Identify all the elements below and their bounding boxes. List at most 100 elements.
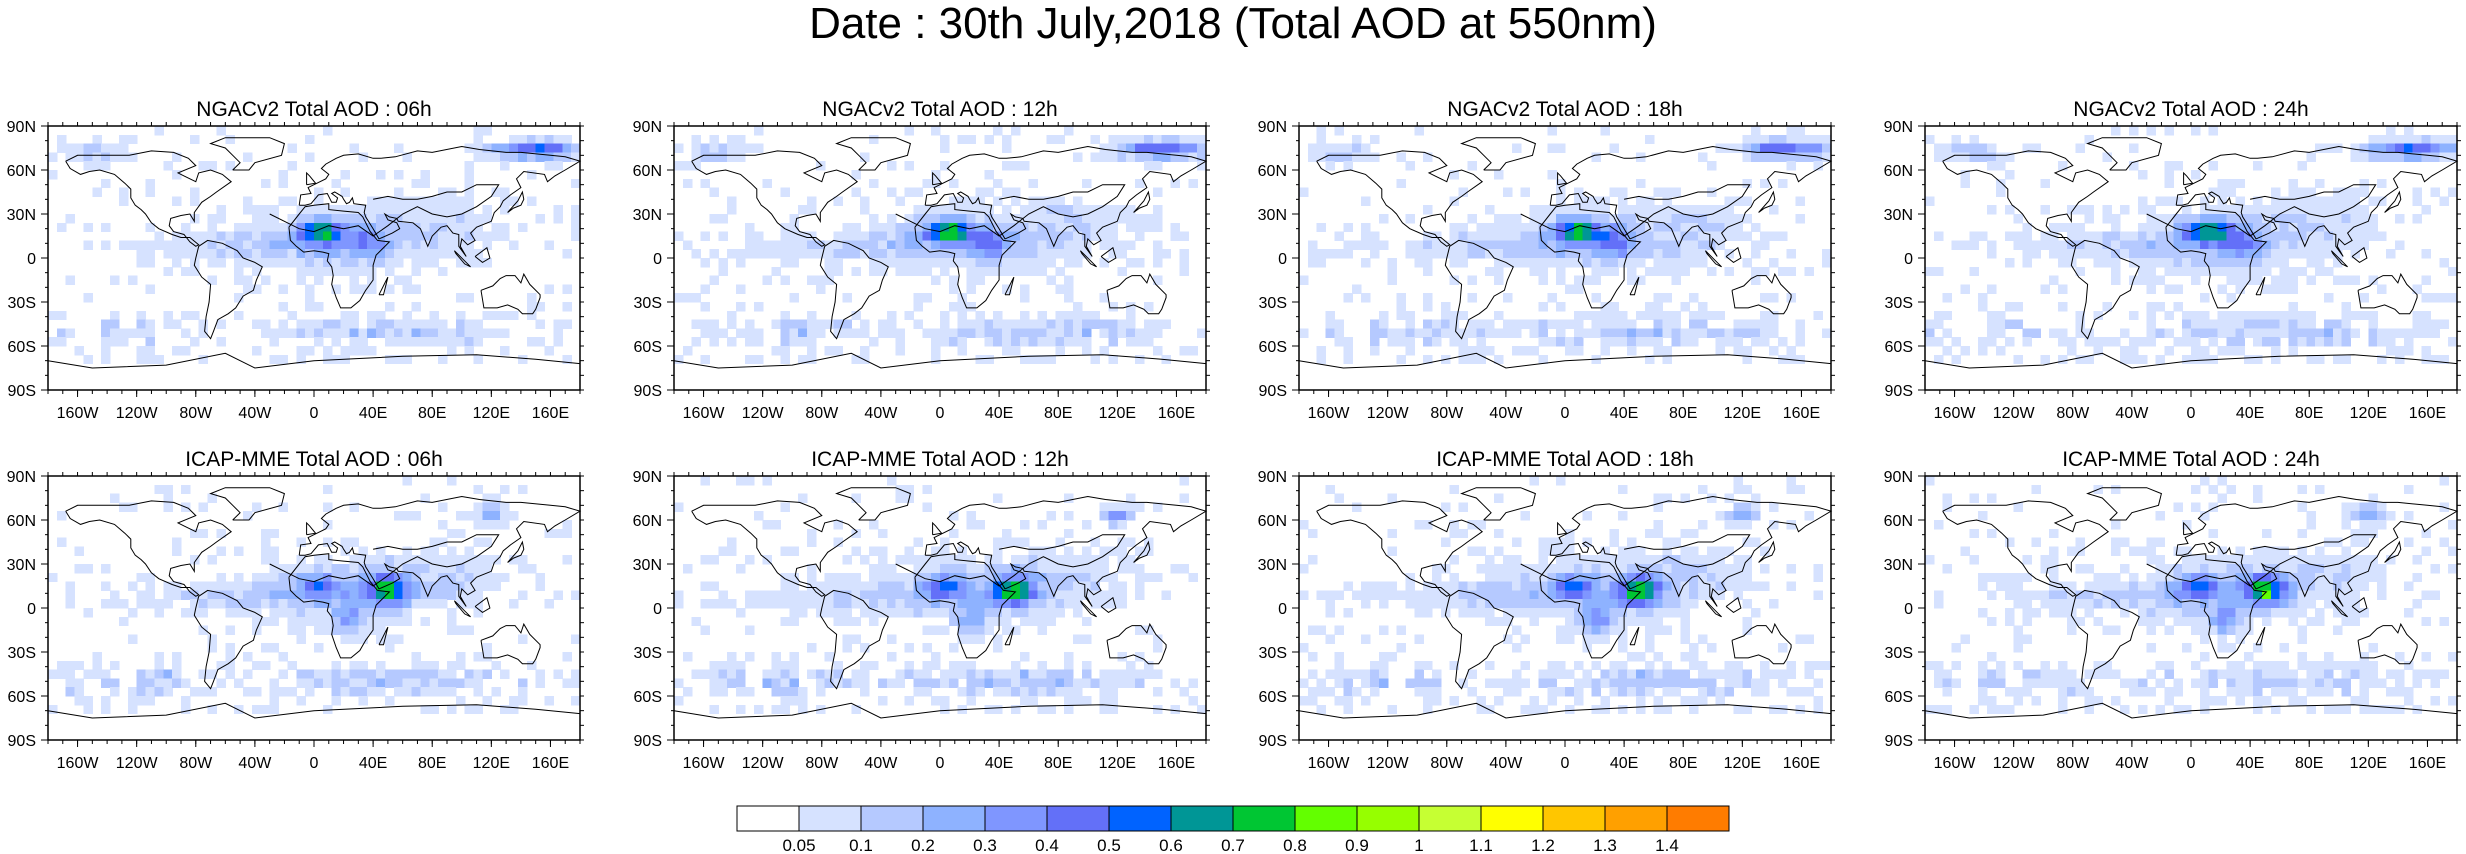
- coastline: [673, 352, 1207, 369]
- lon-label: 0: [2187, 755, 2196, 772]
- lon-label: 40E: [2236, 755, 2264, 772]
- coastline: [1725, 596, 1742, 614]
- coastline: [1520, 534, 1751, 587]
- lon-label: 80E: [2295, 405, 2323, 422]
- coastline: [2330, 250, 2348, 268]
- coastline: [1731, 272, 1792, 315]
- coastline: [2086, 487, 2162, 521]
- lat-label: 60N: [7, 163, 36, 180]
- coastline: [269, 184, 500, 237]
- lon-label: 160E: [2409, 755, 2446, 772]
- lat-label: 60S: [8, 339, 36, 356]
- lon-label: 80E: [2295, 755, 2323, 772]
- lon-label: 0: [1561, 755, 1570, 772]
- coastline: [1106, 272, 1167, 315]
- lon-label: 120W: [116, 755, 159, 772]
- lat-label: 90S: [1259, 733, 1287, 750]
- map-panel-2: NGACv2 Total AOD : 12h 90N 60N 30N 0 30S 60S 90…: [633, 98, 1210, 422]
- lat-label: 60S: [634, 689, 662, 706]
- lon-label: 120E: [1724, 405, 1761, 422]
- aod-field: [1925, 476, 2458, 715]
- lon-label: 0: [936, 405, 945, 422]
- coastline: [507, 190, 525, 213]
- lat-label: 30S: [1885, 295, 1913, 312]
- coastline: [298, 145, 582, 257]
- coastline: [1079, 600, 1097, 618]
- lon-label: 120W: [1367, 755, 1410, 772]
- lat-label: 60S: [1885, 339, 1913, 356]
- lon-label: 120W: [1367, 405, 1410, 422]
- lat-label: 0: [653, 251, 662, 268]
- coastline: [1298, 702, 1832, 719]
- lat-label: 30S: [1259, 645, 1287, 662]
- coastline: [2070, 239, 2140, 340]
- coastline: [65, 500, 233, 597]
- coastline: [1557, 171, 1568, 186]
- colorbar-swatch: [922, 805, 986, 832]
- lon-label: 120E: [2350, 755, 2387, 772]
- coastline: [1298, 352, 1832, 369]
- lat-label: 90N: [7, 469, 36, 486]
- lon-label: 40W: [2115, 405, 2149, 422]
- coastline: [288, 553, 391, 659]
- coastline: [209, 137, 285, 171]
- colorbar-label: 0.7: [1221, 836, 1245, 854]
- colorbar-swatch: [1108, 805, 1172, 832]
- figure-title: Date : 30th July,2018 (Total AOD at 550n…: [809, 0, 1657, 48]
- lat-label: 0: [1278, 601, 1287, 618]
- lon-label: 160W: [1934, 755, 1977, 772]
- coastline: [193, 239, 263, 340]
- lon-label: 80W: [1430, 405, 1464, 422]
- colorbar-swatch: [984, 805, 1048, 832]
- map-panel-1: NGACv2 Total AOD : 06h 90N 60N 30N 0 30S 60S 90…: [7, 98, 584, 422]
- lon-label: 80W: [2056, 405, 2090, 422]
- colorbar-swatch: [1480, 805, 1544, 832]
- colorbar-swatch: [1604, 805, 1668, 832]
- coastline: [306, 521, 317, 536]
- colorbar-label: 0.5: [1097, 836, 1121, 854]
- colorbar-label: 0.8: [1283, 836, 1307, 854]
- coastline: [2255, 626, 2266, 646]
- map-panel-4: NGACv2 Total AOD : 24h 90N 60N 30N 0 30S 60S 90…: [1884, 98, 2461, 422]
- lon-label: 80E: [1044, 405, 1072, 422]
- map-panel-5: ICAP-MME Total AOD : 06h 90N 60N 30N 0 30S 60S…: [7, 448, 584, 772]
- lat-label: 0: [27, 251, 36, 268]
- colorbar-label: 1.1: [1469, 836, 1493, 854]
- lat-label: 90S: [634, 383, 662, 400]
- colorbar-label: 1.3: [1593, 836, 1617, 854]
- coastline: [835, 487, 911, 521]
- lat-label: 60S: [1259, 339, 1287, 356]
- lon-label: 80W: [805, 405, 839, 422]
- coastline: [507, 540, 525, 563]
- colorbar: 0.05 0.1 0.2 0.3 0.4 0.5 0.6 0.7 0.8 0.9 1 1.1 1.2 1.…: [736, 805, 1730, 854]
- colorbar-swatch: [1418, 805, 1482, 832]
- colorbar-label: 0.9: [1345, 836, 1369, 854]
- lon-label: 40E: [1610, 405, 1638, 422]
- lon-label: 40W: [238, 405, 272, 422]
- coastline: [2255, 276, 2266, 296]
- lat-label: 30N: [1258, 557, 1287, 574]
- lat-label: 90S: [634, 733, 662, 750]
- coastline: [47, 352, 581, 369]
- colorbar-swatch: [860, 805, 924, 832]
- coastline: [298, 495, 582, 607]
- lat-label: 0: [1904, 601, 1913, 618]
- lon-label: 120E: [1099, 405, 1136, 422]
- coastline: [306, 171, 317, 186]
- coastline: [895, 534, 1126, 587]
- colorbar-label: 0.4: [1035, 836, 1059, 854]
- coastline: [1725, 246, 1742, 264]
- aod-field: [1299, 476, 1832, 715]
- lat-label: 30N: [1884, 557, 1913, 574]
- lat-label: 60S: [1259, 689, 1287, 706]
- lat-label: 90S: [8, 733, 36, 750]
- panel-title: ICAP-MME Total AOD : 06h: [185, 448, 443, 471]
- coastline: [2165, 553, 2268, 659]
- lat-label: 30S: [634, 295, 662, 312]
- colorbar-swatch: [1170, 805, 1234, 832]
- lon-label: 40W: [864, 755, 898, 772]
- lon-label: 0: [936, 755, 945, 772]
- lon-label: 40E: [359, 755, 387, 772]
- coastline: [2086, 137, 2162, 171]
